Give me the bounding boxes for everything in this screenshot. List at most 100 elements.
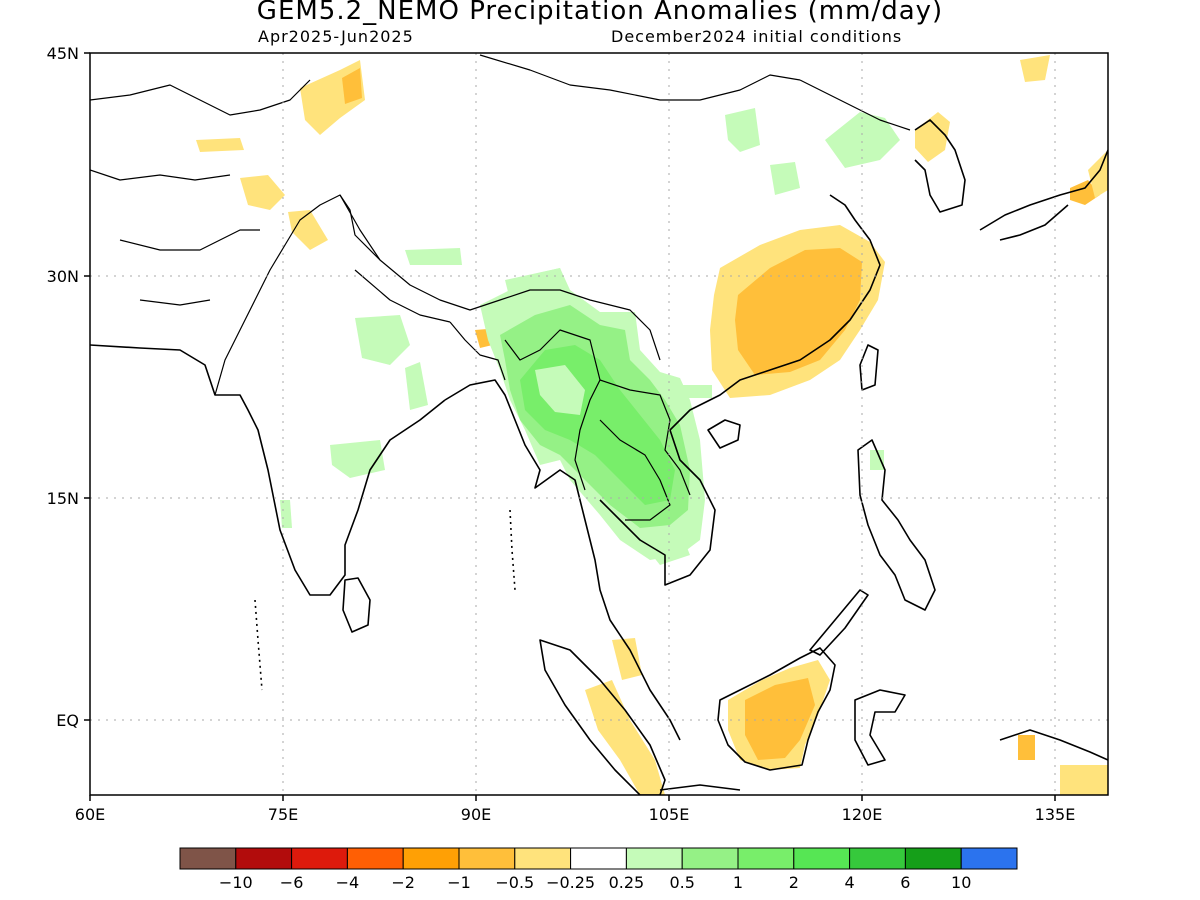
color-bar-swatch (904, 847, 962, 870)
indochina-coast (599, 194, 881, 586)
grid-lines (90, 53, 1108, 795)
bay-of-bengal-coast (444, 379, 681, 741)
north-china-wet (770, 162, 800, 195)
border-china-northeast (799, 79, 911, 131)
tibet-wet (505, 268, 570, 305)
color-bar-label: 2 (789, 873, 799, 892)
new-guinea-dry (1060, 765, 1108, 795)
x-tick-90e: 90E (461, 805, 491, 824)
border-pakistan-india (214, 194, 381, 396)
korea (914, 119, 966, 213)
color-bar-swatch (458, 847, 516, 870)
border-himalaya (339, 194, 661, 361)
maldives (254, 599, 263, 691)
border-laos-vietnam (599, 379, 691, 496)
color-bar-swatch (291, 847, 348, 870)
color-bar-label: −2 (391, 873, 415, 892)
color-bar-label: −0.25 (546, 873, 595, 892)
new-guinea (999, 729, 1108, 761)
border-nepal (354, 269, 451, 323)
color-bar-label: −1 (447, 873, 471, 892)
x-tick-105e: 105E (649, 805, 690, 824)
philippines-wet (870, 450, 884, 470)
anomaly-fields (196, 55, 1108, 795)
x-tick-60e: 60E (75, 805, 105, 824)
border-china-mongolia (479, 54, 801, 101)
border-central-asia (90, 79, 311, 306)
color-bar-label: 0.5 (669, 873, 694, 892)
x-tick-135e: 135E (1035, 805, 1076, 824)
korea-wet (825, 112, 900, 168)
tick-marks (84, 52, 1056, 801)
sri-lanka (342, 577, 371, 633)
borneo-dry-core (745, 678, 815, 760)
taiwan (859, 344, 879, 391)
color-bar-label: −4 (336, 873, 360, 892)
initial-conditions: December2024 initial conditions (611, 27, 903, 46)
x-tick-120e: 120E (842, 805, 883, 824)
color-bar-label: −0.5 (495, 873, 534, 892)
x-tick-labels: 60E 75E 90E 105E 120E 135E (75, 805, 1076, 824)
japan (979, 149, 1108, 241)
color-bar: −10 −6 −4 −2 −1 −0.5 −0.25 0.25 0.5 1 2 4 6 10 (179, 847, 1018, 892)
color-bar-label: 0.25 (609, 873, 645, 892)
color-bar-swatch (235, 847, 293, 870)
color-bar-swatch (346, 847, 404, 870)
color-bar-swatch (849, 847, 906, 870)
color-bar-swatch (625, 847, 683, 870)
hainan (707, 419, 741, 449)
sumatra-dry (585, 680, 665, 795)
color-bar-label: −6 (280, 873, 304, 892)
southeast-china-dry-core (735, 248, 862, 375)
y-tick-30n: 30N (47, 267, 79, 286)
color-bar-label: 4 (845, 873, 855, 892)
malaya-dry (612, 638, 642, 680)
himalaya-dry (288, 210, 328, 250)
y-tick-eq: EQ (56, 711, 79, 730)
color-bar-swatch (514, 847, 572, 870)
manchuria-dry (1020, 55, 1050, 82)
india-wet-east (405, 362, 428, 410)
nepal-wet (405, 248, 462, 265)
border-bangladesh (449, 321, 506, 381)
coastlines (90, 119, 1108, 795)
north-china-dry (915, 112, 950, 162)
palawan (809, 589, 869, 656)
india-wet (355, 315, 410, 365)
forecast-period: Apr2025-Jun2025 (258, 27, 414, 46)
india-coast (90, 344, 446, 596)
color-bar-label: 6 (900, 873, 910, 892)
myanmar-wet-light (535, 365, 585, 415)
map-frame (89, 52, 1109, 796)
y-tick-15n: 15N (47, 489, 79, 508)
andaman (509, 509, 516, 591)
java (659, 784, 741, 791)
color-bar-swatch (960, 847, 1018, 870)
hainan-south-wet (680, 385, 712, 398)
karakoram-dry-core (342, 68, 362, 104)
y-tick-45n: 45N (47, 44, 79, 63)
map-title: GEM5.2_NEMO Precipitation Anomalies (mm/… (256, 0, 944, 26)
borneo (717, 647, 836, 771)
sumatra (539, 639, 666, 795)
kashmir-dry (240, 175, 285, 210)
south-vietnam-wet (640, 530, 690, 565)
papua-dry (1018, 735, 1035, 760)
color-bar-swatch (681, 847, 739, 870)
mongolia-wet (725, 108, 760, 152)
color-bar-label: 1 (733, 873, 743, 892)
color-bar-swatch (570, 847, 627, 870)
color-bar-swatch (179, 847, 237, 870)
color-bar-label: 10 (951, 873, 971, 892)
y-tick-labels: 45N 30N 15N EQ (47, 44, 79, 730)
color-bar-swatch (402, 847, 460, 870)
philippines (857, 439, 936, 611)
sulawesi (854, 689, 906, 766)
color-bar-swatch (737, 847, 795, 870)
afghan-dry (196, 138, 244, 152)
border-myanmar (504, 329, 601, 491)
x-tick-75e: 75E (268, 805, 298, 824)
color-bar-label: −10 (219, 873, 253, 892)
color-bar-swatch (793, 847, 851, 870)
